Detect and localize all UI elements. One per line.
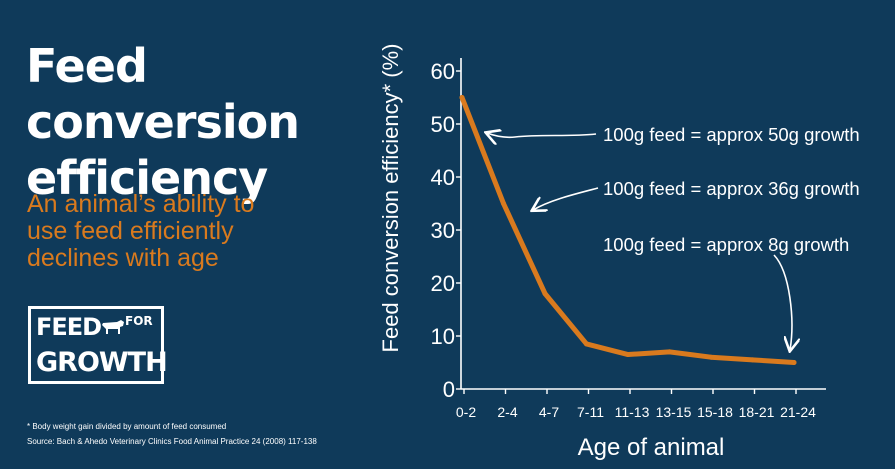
page-title: Feed conversion efficiency	[26, 38, 356, 206]
data-point	[750, 357, 755, 363]
y-axis-label: Feed conversion efficiency* (%)	[378, 44, 403, 353]
x-tick-label: 21-24	[780, 404, 816, 420]
feed-for-growth-logo: FEED FOR GROWTH	[28, 306, 168, 384]
annotation-arrow	[487, 133, 597, 137]
data-point	[501, 201, 506, 206]
y-tick-label: 10	[431, 324, 455, 349]
subtitle-line-1: An animal’s ability to	[27, 190, 255, 218]
x-tick-label: 11-13	[615, 404, 650, 420]
y-tick-label: 60	[431, 59, 455, 84]
y-tick-label: 30	[431, 218, 455, 243]
x-axis-label: Age of animal	[578, 434, 725, 461]
x-tick-label: 13-15	[656, 404, 692, 420]
x-tick-label: 18-21	[739, 404, 775, 420]
footnote-source: Source: Bach & Ahedo Veterinary Clinics …	[27, 437, 317, 446]
x-tick-label: 2-4	[497, 404, 517, 420]
y-tick-label: 40	[431, 165, 455, 190]
subtitle: An animal’s ability to use feed efficien…	[27, 191, 347, 272]
logo-word-for: FOR	[125, 314, 153, 328]
x-tick-label: 4-7	[539, 404, 559, 420]
footnote-note: * Body weight gain divided by amount of …	[27, 422, 227, 431]
subtitle-line-2: use feed efficiently	[27, 217, 234, 245]
data-point	[584, 341, 589, 347]
annotation-label: 100g feed = approx 50g growth	[603, 124, 860, 145]
logo-word-growth: GROWTH	[36, 347, 168, 378]
x-tick-label: 7-11	[577, 404, 604, 420]
data-point	[459, 95, 465, 100]
data-point	[542, 291, 548, 297]
title-line-2: efficiency	[26, 151, 268, 205]
y-tick-label: 20	[431, 271, 455, 296]
title-line-1: Feed conversion	[26, 39, 300, 149]
x-tick-label: 0-2	[456, 404, 476, 420]
annotation-arrow	[533, 187, 599, 210]
subtitle-line-3: declines with age	[27, 244, 219, 272]
annotation-label: 100g feed = approx 8g growth	[603, 234, 849, 255]
annotation-label: 100g feed = approx 36g growth	[603, 178, 860, 199]
cow-icon	[102, 320, 124, 334]
x-tick-label: 15-18	[697, 404, 733, 420]
data-point	[791, 360, 797, 365]
footnote: * Body weight gain divided by amount of …	[27, 419, 317, 449]
y-tick-label: 50	[431, 112, 455, 137]
logo-word-feed: FEED	[36, 313, 102, 341]
data-point	[625, 352, 631, 358]
y-tick-label: 0	[443, 377, 455, 402]
data-point	[667, 349, 672, 355]
data-point	[708, 354, 714, 360]
annotation-arrow	[773, 254, 792, 350]
